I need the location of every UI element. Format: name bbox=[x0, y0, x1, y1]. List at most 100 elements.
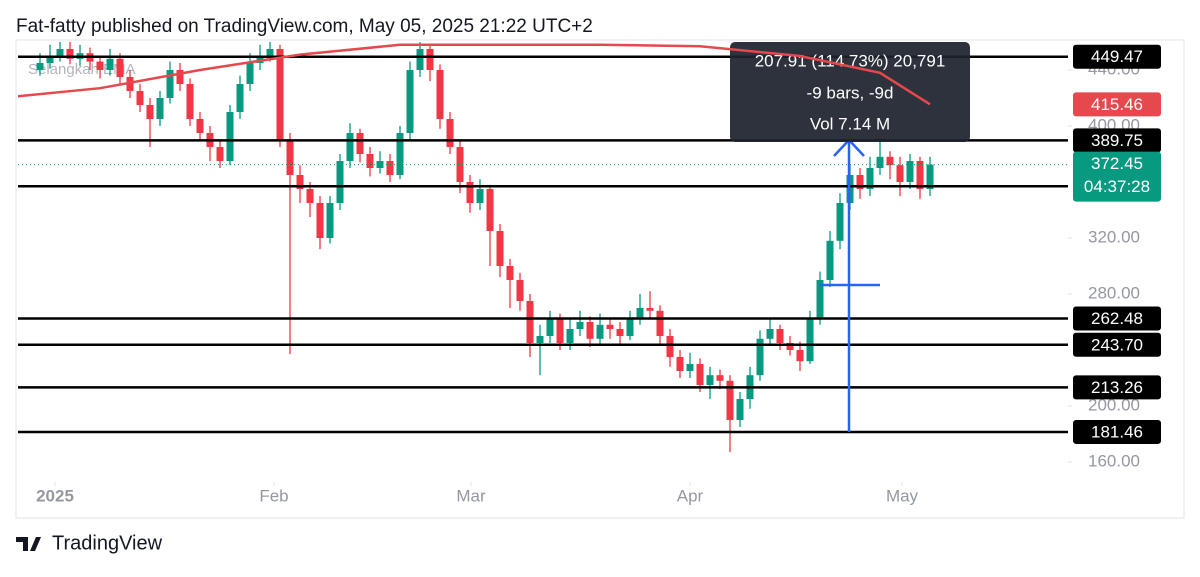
candles bbox=[36, 42, 934, 453]
candle-body bbox=[566, 328, 574, 343]
candle-body bbox=[576, 321, 584, 329]
candle-body bbox=[516, 279, 524, 301]
level-label-box bbox=[1073, 306, 1161, 331]
candle-body bbox=[406, 69, 414, 133]
candle-body bbox=[396, 132, 404, 175]
candle-body bbox=[216, 146, 224, 161]
candle-body bbox=[306, 188, 314, 203]
x-tick-label: May bbox=[886, 486, 919, 505]
measure: 207.91 (114.73%) 20,791 -9 bars, -9d Vol… bbox=[730, 42, 970, 432]
candle-body bbox=[546, 319, 554, 336]
y-tick-label: 320.00 bbox=[1088, 227, 1140, 246]
measure-text: Vol 7.14 M bbox=[810, 114, 890, 133]
candle-body bbox=[486, 188, 494, 231]
y-tick-label: 160.00 bbox=[1088, 451, 1140, 470]
candle-body bbox=[456, 146, 464, 182]
candle-body bbox=[106, 58, 114, 70]
candle-body bbox=[46, 55, 54, 63]
candle-body bbox=[226, 111, 234, 161]
candle-body bbox=[326, 202, 334, 238]
measure-text: -9 bars, -9d bbox=[807, 83, 894, 102]
candle-body bbox=[886, 156, 894, 166]
candle-body bbox=[386, 160, 394, 175]
candle-body bbox=[186, 83, 194, 119]
candle-body bbox=[496, 230, 504, 266]
candle-body bbox=[896, 165, 904, 182]
candle-body bbox=[276, 48, 284, 140]
candle-body bbox=[866, 167, 874, 189]
level-label-box bbox=[1073, 375, 1161, 400]
candle-body bbox=[766, 328, 774, 339]
level-label: 243.70 bbox=[1091, 335, 1143, 354]
candle-body bbox=[236, 83, 244, 112]
candle-body bbox=[506, 265, 514, 280]
candle-body bbox=[526, 300, 534, 343]
candle-body bbox=[66, 48, 74, 59]
ma-layer bbox=[18, 43, 931, 106]
candle-body bbox=[736, 398, 744, 420]
last-price-box bbox=[1073, 151, 1161, 202]
candle-body bbox=[756, 338, 764, 376]
candle-body bbox=[156, 97, 164, 119]
frame bbox=[15, 39, 1185, 519]
logo bbox=[16, 537, 41, 551]
candle-body bbox=[426, 48, 434, 70]
logo-mark bbox=[16, 537, 41, 551]
candle-body bbox=[856, 174, 864, 189]
candle-body bbox=[636, 307, 644, 320]
candle-body bbox=[586, 321, 594, 339]
measure-box bbox=[730, 42, 970, 142]
candle-body bbox=[906, 160, 914, 182]
level-label: 449.47 bbox=[1091, 47, 1143, 66]
candle-body bbox=[556, 319, 564, 343]
candle-body bbox=[176, 69, 184, 84]
candle-body bbox=[676, 356, 684, 371]
candle-body bbox=[446, 118, 454, 147]
level-label: 213.26 bbox=[1091, 378, 1143, 397]
candle-body bbox=[656, 310, 664, 336]
x-tick-label: Feb bbox=[259, 486, 288, 505]
x-tick-label: Apr bbox=[677, 486, 704, 505]
candle-body bbox=[826, 240, 834, 280]
candle-body bbox=[36, 62, 44, 70]
level-label-box bbox=[1073, 44, 1161, 69]
candle-body bbox=[316, 202, 324, 238]
level-label-box bbox=[1073, 128, 1161, 153]
candle-body bbox=[666, 335, 674, 357]
candle-body bbox=[536, 335, 544, 343]
candle-body bbox=[246, 62, 254, 84]
ma-line bbox=[18, 43, 931, 106]
candle-body bbox=[916, 160, 924, 189]
candle-body bbox=[876, 156, 884, 168]
y-tick-label: 280.00 bbox=[1088, 283, 1140, 302]
candle-body bbox=[96, 61, 104, 70]
candle-body bbox=[476, 188, 484, 203]
candle-body bbox=[646, 307, 654, 311]
last-price-label: 372.45 bbox=[1091, 154, 1143, 173]
candle-body bbox=[786, 342, 794, 350]
candle-body bbox=[776, 328, 784, 343]
candle-body bbox=[166, 69, 174, 98]
candle-body bbox=[686, 363, 694, 371]
levels bbox=[18, 55, 1068, 434]
candle-body bbox=[366, 153, 374, 168]
candle-body bbox=[296, 174, 304, 189]
axes: 440.00400.00320.00280.00200.00160.002025… bbox=[36, 44, 1161, 505]
level-label: 389.75 bbox=[1091, 131, 1143, 150]
x-tick-label: 2025 bbox=[36, 486, 74, 505]
y-tick-label: 200.00 bbox=[1088, 395, 1140, 414]
footer: TradingView bbox=[52, 532, 163, 554]
candle-body bbox=[286, 139, 294, 175]
candle-body bbox=[416, 48, 424, 70]
candle-body bbox=[466, 181, 474, 203]
candle-body bbox=[726, 380, 734, 420]
candle-body bbox=[146, 104, 154, 119]
candle-body bbox=[926, 164, 934, 189]
candle-body bbox=[616, 328, 624, 336]
x-tick-label: Mar bbox=[456, 486, 486, 505]
candle-body bbox=[796, 349, 804, 362]
ma-label-box bbox=[1073, 92, 1161, 117]
candle-body bbox=[716, 375, 724, 381]
candle-body bbox=[596, 324, 604, 339]
